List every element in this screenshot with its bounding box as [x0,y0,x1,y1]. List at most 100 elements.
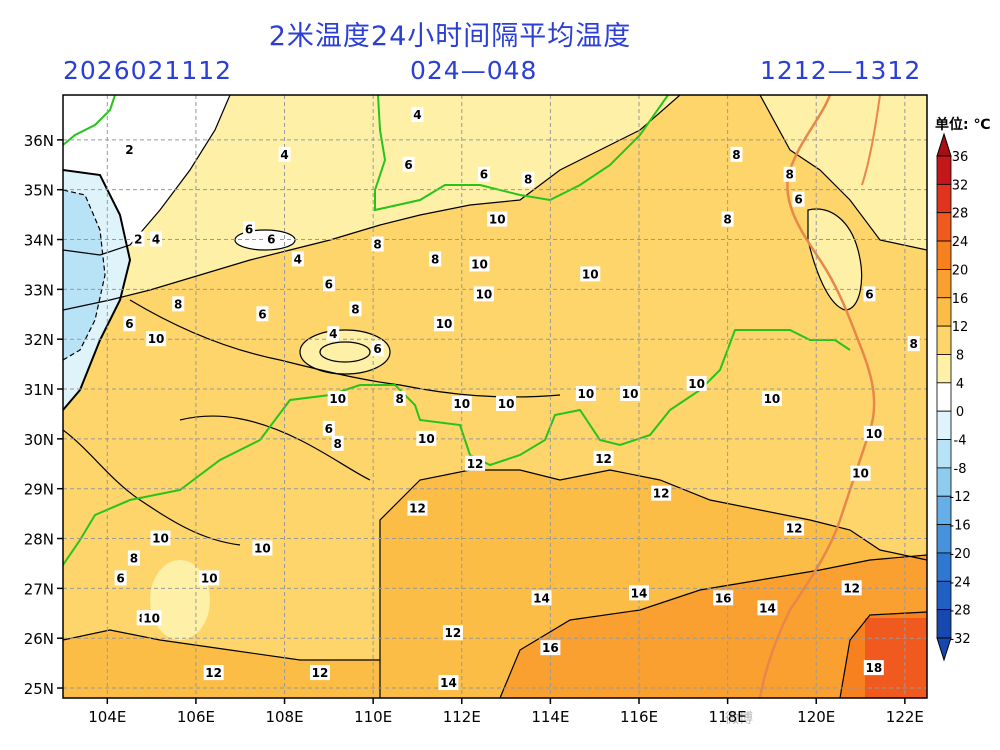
river-yellow-lower [374,95,669,212]
colorbar-segment [936,240,952,270]
colorbar-label: -12 [949,490,970,505]
contour-label: 2 [134,233,142,247]
latitude-axis: 36N 35N 34N 33N 32N 31N 30N 29N 28N 27N 26N 25N [24,132,63,698]
contour-label: 12 [843,581,860,595]
contour-label-bg [651,485,672,501]
contour-label: 4 [280,148,288,162]
valid-range: 1212—1312 [760,56,922,85]
isotherm-minus4 [63,189,106,361]
colorbar-segment [936,183,952,214]
isotherm-10-mid [129,299,561,398]
contour-label: 16 [542,641,559,655]
contour-label: 4 [329,327,337,341]
contour-label-bg [783,166,796,182]
contour-label: 12 [653,487,670,501]
contour-label: 6 [245,223,253,237]
contour-label-bg [496,395,517,411]
colorbar-label: 8 [956,348,964,363]
contour-label-bg [451,395,472,411]
contour-label: 12 [467,457,484,471]
lat-tick-label: 33N [24,281,54,299]
lat-tick-label: 28N [24,531,54,549]
contour-label-bg [438,675,459,691]
contour-label: 8 [431,252,439,266]
contour-label-bg [469,256,490,272]
isotherm-16 [499,554,927,698]
colorbar-label: 12 [952,320,969,335]
lon-tick-label: 104E [88,708,126,726]
contour-label-bg [141,610,162,626]
contour-label: 10 [201,571,218,585]
lat-tick-label: 30N [24,431,54,449]
contour-label: 6 [267,233,275,247]
contour-label-bg [434,316,455,332]
colorbar-label: -24 [949,575,970,590]
contour-label-bg [349,301,362,317]
colorbar-bottom-arrow [936,637,952,662]
colorbar-label: 4 [956,377,964,392]
colorbar-segment [936,325,952,355]
lon-tick-label: 114E [531,708,569,726]
lat-tick-label: 29N [24,481,54,499]
contour-label-bg [442,625,463,641]
contour-label-bg [792,191,805,207]
contour-label: 6 [325,277,333,291]
contour-label: 10 [688,377,705,391]
isotherm-12-west [63,629,380,661]
contour-label-bg [327,326,340,342]
contour-label: 8 [910,337,918,351]
lat-tick-label: 32N [24,331,54,349]
contour-label-bg [411,106,424,122]
contour-label: 6 [125,317,133,331]
contour-label: 10 [471,257,488,271]
isotherm-cold-spot-1 [299,329,391,375]
contour-label-bg [429,251,442,267]
contour-label-bg [850,465,871,481]
contour-label: 6 [258,307,266,321]
isotherm-4 [63,95,231,256]
contour-label-bg [203,665,224,681]
contour-label: 10 [329,392,346,406]
contour-label-bg [199,570,220,586]
contour-label: 8 [396,392,404,406]
contour-label-bg [371,341,384,357]
contour-label: 4 [294,252,302,266]
field-16-20 [500,555,927,698]
contour-label-bg [487,211,508,227]
field-4-8-north [63,95,680,310]
contour-label-bg [127,550,140,566]
run-time: 2026021112 [63,56,233,85]
contour-label-bg [863,660,884,676]
contour-label-bg [402,156,415,172]
colorbar-label: 0 [956,405,964,420]
contour-label: 10 [453,397,470,411]
colorbar: 36 32 28 24 20 16 12 8 4 0 -4 -8 -12 -16 -20 -24 -28 -32 [936,132,971,662]
contour-label-bg [416,430,437,446]
contour-label: 10 [143,611,160,625]
contour-label-bg [629,585,649,601]
isotherm-10-sw [63,429,241,546]
contour-label-bg [172,296,185,312]
contour-label-bg [863,425,884,441]
field-minus8-minus4 [63,190,105,360]
colorbar-segment [936,297,952,327]
contour-label: 10 [852,467,869,481]
lon-tick-label: 110E [354,708,392,726]
contour-label-bg [327,390,348,406]
contour-label: 10 [622,387,639,401]
contour-label-bg [132,231,145,247]
contour-label-bg [477,166,490,182]
colorbar-label: 24 [952,235,969,250]
map-field [63,95,927,698]
isotherm-8-ne [759,95,927,251]
lon-tick-label: 106E [177,708,215,726]
contour-label-bg [123,316,136,332]
contour-label: 6 [404,158,412,172]
lat-tick-label: 36N [24,132,54,150]
contour-label-bg [150,530,171,546]
contour-label-bg [580,266,601,282]
contour-label: 10 [476,287,493,301]
map-frame [62,94,928,699]
contour-label-bg [407,500,428,516]
colorbar-label: -4 [954,434,967,449]
